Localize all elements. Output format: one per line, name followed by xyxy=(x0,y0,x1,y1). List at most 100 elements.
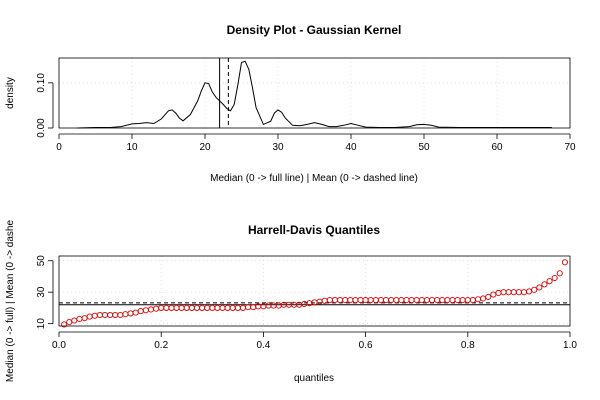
quantile-point xyxy=(515,289,522,296)
quantile-point xyxy=(229,304,236,311)
quantile-point xyxy=(393,296,400,304)
quantile-point xyxy=(469,296,476,304)
quantile-point xyxy=(372,296,379,304)
quantile-point xyxy=(239,304,247,311)
x-tick-label: 0.4 xyxy=(256,340,270,351)
density-x-axis: 0 10 20 30 40 50 60 70 xyxy=(56,133,576,153)
y-tick-label: 30 xyxy=(36,286,47,298)
y-tick-label: 0.00 xyxy=(36,118,47,138)
quantile-point xyxy=(137,308,144,315)
quantile-point xyxy=(234,304,241,311)
quantile-point xyxy=(490,291,497,298)
quantile-point xyxy=(551,274,558,282)
quantile-point xyxy=(520,289,528,296)
quantile-point xyxy=(132,309,139,316)
quantile-point xyxy=(61,321,68,328)
quantile-point xyxy=(178,304,185,311)
quantile-point xyxy=(546,278,553,285)
quantile-point xyxy=(413,296,420,304)
quantile-point xyxy=(352,296,359,304)
x-tick-label: 20 xyxy=(199,142,211,153)
density-curve xyxy=(77,60,552,129)
x-tick-label: 60 xyxy=(491,142,503,153)
quantile-point xyxy=(127,310,134,317)
quantile-point xyxy=(428,296,436,304)
quantile-point xyxy=(209,304,216,311)
quantiles-x-axis: 0.0 0.2 0.4 0.6 0.8 1.0 xyxy=(52,331,577,351)
quantile-point xyxy=(326,296,333,304)
y-tick-label: 0.10 xyxy=(36,73,47,93)
quantile-point xyxy=(495,289,502,297)
x-tick-label: 70 xyxy=(564,142,576,153)
x-tick-label: 0 xyxy=(56,142,62,153)
quantile-point xyxy=(434,296,441,304)
quantile-point xyxy=(81,315,88,322)
quantile-point xyxy=(250,304,257,311)
quantile-point xyxy=(117,311,124,319)
x-tick-label: 30 xyxy=(272,142,284,153)
quantile-point xyxy=(112,311,119,319)
quantile-point xyxy=(382,296,390,304)
quantiles-panel: 0.0 0.2 0.4 0.6 0.8 1.0 10 30 50 Harrell-Davis … xyxy=(5,220,577,384)
density-x-label: Median (0 -> full line) | Mean (0 -> das… xyxy=(210,173,418,184)
quantile-point xyxy=(316,298,323,305)
quantile-point xyxy=(561,259,568,266)
x-tick-label: 40 xyxy=(345,142,357,153)
density-y-axis: 0.00 0.10 xyxy=(36,73,54,138)
x-tick-label: 0.0 xyxy=(52,340,66,351)
quantile-point xyxy=(541,281,548,288)
quantile-point xyxy=(214,304,221,311)
quantile-point xyxy=(357,296,364,304)
quantile-point xyxy=(96,311,103,319)
y-tick-label: 50 xyxy=(36,255,47,267)
density-panel: 0 10 20 30 40 50 60 70 0.00 0.10 Density Plot - … xyxy=(5,23,576,184)
quantile-point xyxy=(398,296,405,304)
quantiles-plot-frame xyxy=(58,255,571,327)
quantile-point xyxy=(173,304,180,311)
quantile-point xyxy=(183,304,190,311)
density-title: Density Plot - Gaussian Kernel xyxy=(227,23,402,37)
quantile-point xyxy=(388,296,395,304)
quantile-point xyxy=(66,319,73,326)
quantile-point xyxy=(199,304,206,311)
density-grid xyxy=(58,58,571,129)
quantiles-y-label: Median (0 -> full) | Mean (0 -> dashe xyxy=(5,220,16,383)
x-tick-label: 1.0 xyxy=(563,340,577,351)
quantile-point xyxy=(536,284,543,291)
quantile-point xyxy=(526,288,533,295)
quantile-point xyxy=(342,296,349,304)
quantile-point xyxy=(301,300,308,308)
quantile-point xyxy=(474,296,482,303)
quantile-point xyxy=(377,296,384,304)
quantile-point xyxy=(122,311,129,318)
quantile-point xyxy=(224,304,231,311)
quantile-point xyxy=(480,295,487,302)
quantile-point xyxy=(193,304,201,311)
quantile-point xyxy=(439,296,446,304)
x-tick-label: 0.8 xyxy=(461,340,475,351)
x-tick-label: 10 xyxy=(126,142,138,153)
quantile-point xyxy=(188,304,195,311)
quantile-point xyxy=(163,304,170,311)
quantile-point xyxy=(76,315,83,322)
quantiles-y-axis: 10 30 50 xyxy=(36,255,54,330)
quantile-point xyxy=(556,270,563,277)
quantile-point xyxy=(204,304,211,311)
x-tick-label: 0.2 xyxy=(154,340,168,351)
quantiles-title: Harrell-Davis Quantiles xyxy=(248,223,380,237)
quantile-point xyxy=(107,311,114,319)
quantile-point xyxy=(454,296,461,304)
quantile-point xyxy=(423,296,430,304)
quantile-point xyxy=(408,296,415,304)
quantile-point xyxy=(86,313,93,320)
quantile-point xyxy=(153,305,160,312)
quantile-point xyxy=(321,297,328,304)
quantile-point xyxy=(531,286,538,293)
quantile-point xyxy=(403,296,410,304)
quantile-point xyxy=(91,312,98,319)
y-tick-label: 10 xyxy=(36,318,47,330)
quantile-point xyxy=(336,296,344,304)
quantile-point xyxy=(418,296,425,304)
x-tick-label: 50 xyxy=(418,142,430,153)
density-y-label: density xyxy=(5,77,16,109)
